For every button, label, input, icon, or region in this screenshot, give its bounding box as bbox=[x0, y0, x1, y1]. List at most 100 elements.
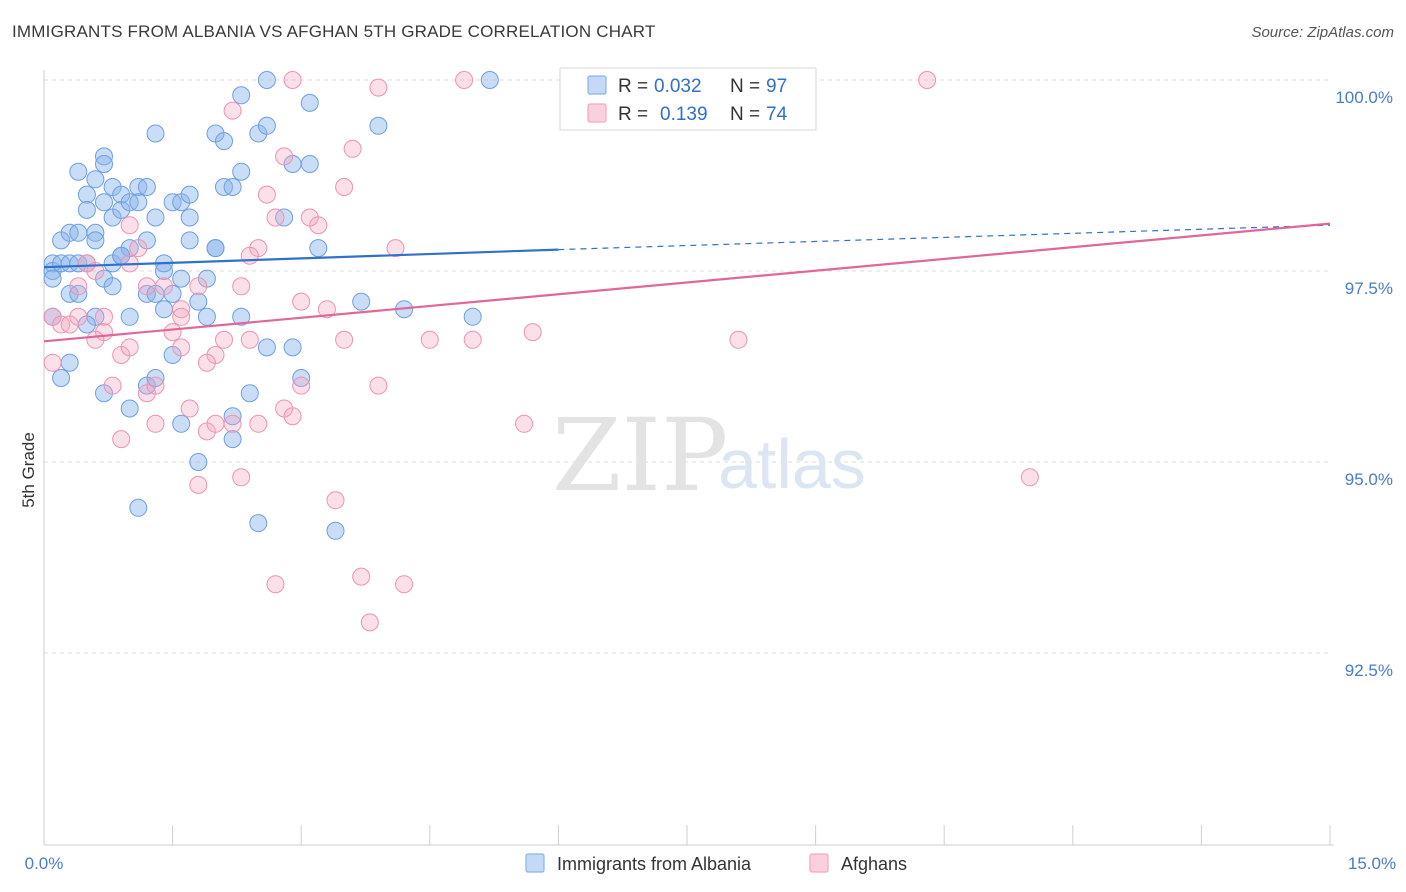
albania-point-70 bbox=[232, 162, 251, 181]
afghans-point-9 bbox=[103, 376, 122, 395]
albania-point-17 bbox=[86, 170, 105, 189]
afghans-point-34 bbox=[240, 330, 259, 349]
watermark-atlas: atlas bbox=[718, 425, 866, 503]
afghans-point-62 bbox=[523, 323, 542, 342]
series-legend-swatch-afghans bbox=[809, 853, 829, 873]
albania-point-55 bbox=[180, 185, 199, 204]
albania-point-28 bbox=[103, 277, 122, 296]
afghans-point-67 bbox=[69, 277, 88, 296]
albania-point-39 bbox=[137, 178, 156, 196]
albania-point-69 bbox=[232, 86, 251, 105]
correlation-legend: R = 0.032 N = 97 R = 0.139 N = 74 bbox=[559, 67, 817, 131]
x-ticks bbox=[43, 825, 1331, 845]
afghans-point-31 bbox=[223, 414, 242, 433]
albania-point-14 bbox=[77, 185, 96, 204]
legend-n-label-1: N = bbox=[730, 76, 760, 97]
afghans-point-51 bbox=[343, 139, 362, 158]
y-tick-label-3: 92.5% bbox=[1345, 661, 1393, 680]
albania-point-61 bbox=[197, 307, 216, 326]
afghans-point-21 bbox=[172, 338, 191, 357]
afghans-point-65 bbox=[918, 71, 937, 89]
afghans-point-48 bbox=[317, 300, 336, 319]
albania-point-76 bbox=[257, 338, 276, 357]
afghans-point-4 bbox=[69, 307, 88, 326]
albania-point-71 bbox=[232, 307, 251, 326]
albania-point-19 bbox=[86, 231, 105, 250]
afghans-point-18 bbox=[146, 414, 165, 433]
afghans-point-24 bbox=[189, 277, 208, 296]
afghans-point-12 bbox=[120, 338, 139, 357]
albania-point-72 bbox=[240, 384, 259, 403]
y-tick-label-0: 100.0% bbox=[1335, 88, 1393, 107]
afghans-point-60 bbox=[463, 330, 482, 349]
afghans-point-50 bbox=[335, 330, 354, 349]
albania-point-90 bbox=[480, 71, 499, 89]
albania-point-38 bbox=[129, 498, 148, 517]
afghans-point-27 bbox=[206, 414, 225, 433]
albania-point-91 bbox=[120, 307, 139, 326]
afghans-point-47 bbox=[309, 216, 328, 235]
series-legend-swatch-albania bbox=[525, 853, 545, 873]
afghans-point-40 bbox=[275, 147, 294, 166]
afghans-point-59 bbox=[455, 71, 474, 89]
albania-point-65 bbox=[215, 132, 233, 151]
chart-title: IMMIGRANTS FROM ALBANIA VS AFGHAN 5TH GR… bbox=[12, 22, 656, 41]
albania-point-80 bbox=[283, 338, 302, 357]
albania-point-84 bbox=[309, 239, 328, 258]
afghans-point-38 bbox=[266, 208, 285, 227]
x-tick-label-min: 0.0% bbox=[25, 854, 64, 873]
afghans-point-23 bbox=[180, 399, 199, 418]
albania-point-83 bbox=[300, 155, 319, 173]
albania-point-56 bbox=[180, 208, 199, 227]
albania-point-53 bbox=[172, 269, 191, 288]
albania-point-68 bbox=[223, 430, 242, 449]
albania-point-13 bbox=[69, 284, 88, 303]
afghans-point-6 bbox=[86, 262, 105, 280]
legend-swatch-albania bbox=[587, 75, 607, 95]
legend-n-value-afghans: 74 bbox=[766, 104, 788, 125]
afghans-point-63 bbox=[729, 330, 748, 349]
albania-point-35 bbox=[120, 399, 139, 418]
albania-trend-line bbox=[43, 248, 559, 269]
afghans-point-56 bbox=[386, 239, 405, 258]
legend-r-label-2: R = bbox=[618, 104, 648, 125]
albania-point-21 bbox=[95, 147, 113, 166]
albania-point-82 bbox=[300, 93, 319, 112]
albania-point-48 bbox=[155, 300, 173, 319]
albania-point-54 bbox=[172, 414, 191, 433]
afghans-point-14 bbox=[129, 239, 148, 258]
albania-point-46 bbox=[146, 369, 165, 387]
afghans-point-61 bbox=[515, 414, 534, 433]
series-legend: Immigrants from Albania Afghans bbox=[525, 853, 907, 874]
albania-point-58 bbox=[189, 292, 208, 311]
y-tick-label-2: 95.0% bbox=[1345, 470, 1393, 489]
y-tick-label-1: 97.5% bbox=[1345, 279, 1393, 298]
albania-point-81 bbox=[292, 369, 311, 387]
afghans-point-55 bbox=[369, 78, 388, 97]
afghans-point-10 bbox=[112, 430, 131, 449]
albania-point-74 bbox=[257, 116, 276, 135]
afghans-point-52 bbox=[352, 567, 371, 586]
points-layer bbox=[43, 71, 1039, 632]
legend-n-value-albania: 97 bbox=[766, 76, 787, 97]
albania-point-89 bbox=[463, 307, 482, 326]
afghans-point-42 bbox=[283, 71, 302, 89]
albania-point-15 bbox=[77, 200, 96, 219]
afghans-point-29 bbox=[215, 330, 233, 349]
afghans-point-39 bbox=[266, 575, 285, 594]
albania-point-18 bbox=[86, 223, 105, 242]
afghans-point-49 bbox=[335, 178, 354, 196]
albania-point-11 bbox=[69, 223, 88, 242]
albania-point-86 bbox=[352, 292, 371, 311]
afghans-trend-line bbox=[43, 222, 1331, 343]
series-legend-label-afghans: Afghans bbox=[841, 854, 907, 874]
afghans-point-43 bbox=[283, 407, 302, 426]
legend-r-label-1: R = bbox=[618, 76, 648, 97]
watermark-zip: ZIP bbox=[552, 397, 728, 514]
afghans-point-22 bbox=[172, 300, 191, 319]
afghans-point-30 bbox=[223, 101, 242, 120]
albania-point-94 bbox=[223, 407, 242, 426]
albania-point-93 bbox=[60, 353, 79, 372]
albania-trend-line-extension bbox=[558, 224, 1331, 251]
